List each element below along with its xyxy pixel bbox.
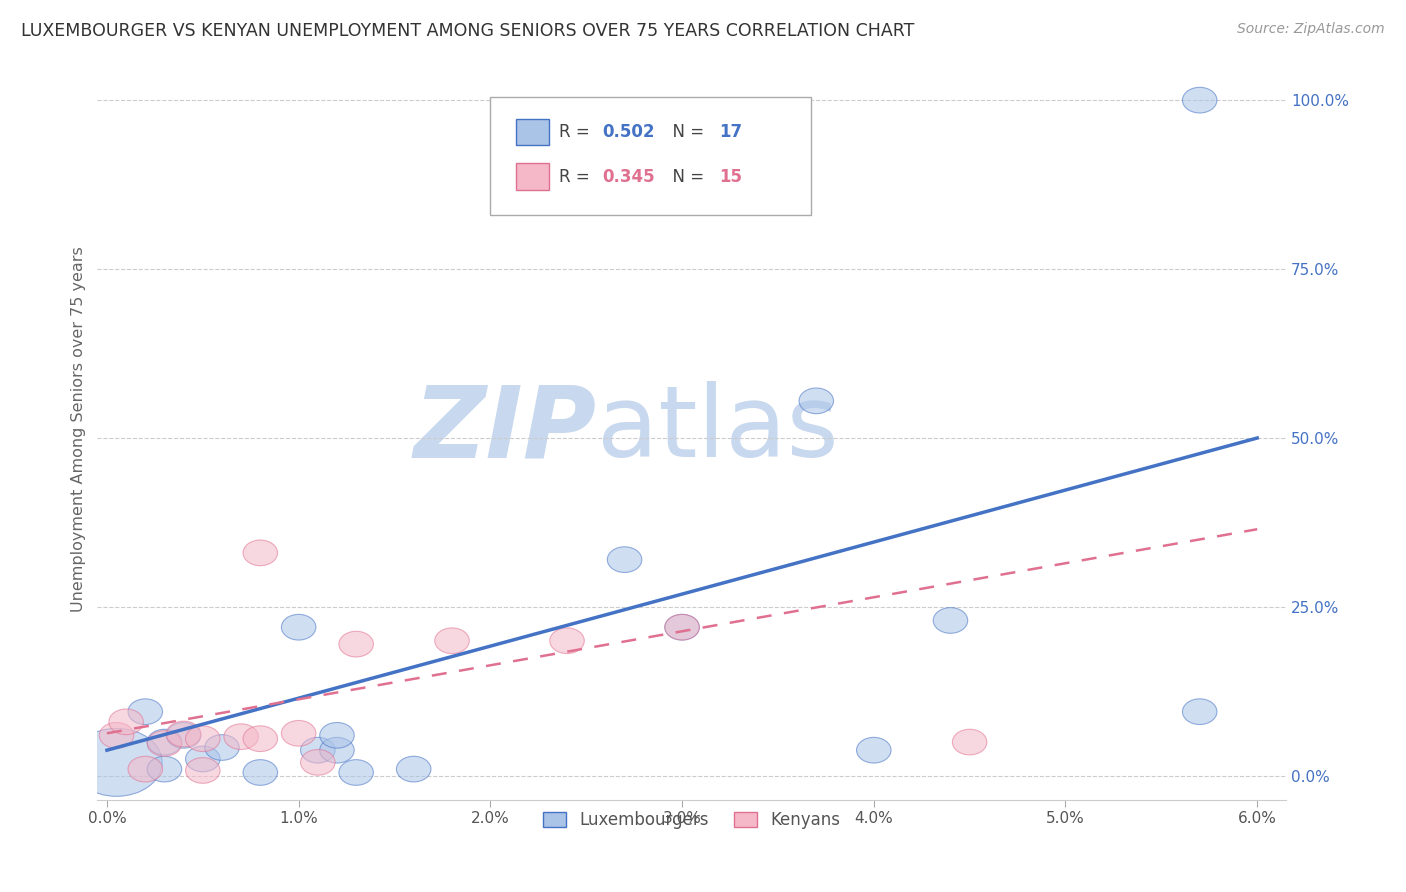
Ellipse shape xyxy=(100,723,134,748)
FancyBboxPatch shape xyxy=(516,163,548,190)
Legend: Luxembourgers, Kenyans: Luxembourgers, Kenyans xyxy=(536,805,848,836)
Ellipse shape xyxy=(186,746,221,772)
Ellipse shape xyxy=(550,628,585,654)
Text: atlas: atlas xyxy=(596,381,838,478)
Text: N =: N = xyxy=(662,123,709,141)
Ellipse shape xyxy=(205,735,239,760)
Ellipse shape xyxy=(799,388,834,414)
Ellipse shape xyxy=(148,756,181,782)
Ellipse shape xyxy=(108,709,143,735)
Ellipse shape xyxy=(319,738,354,763)
Text: 0.502: 0.502 xyxy=(603,123,655,141)
Text: LUXEMBOURGER VS KENYAN UNEMPLOYMENT AMONG SENIORS OVER 75 YEARS CORRELATION CHAR: LUXEMBOURGER VS KENYAN UNEMPLOYMENT AMON… xyxy=(21,22,914,40)
Ellipse shape xyxy=(1182,698,1218,724)
Text: 0.345: 0.345 xyxy=(603,168,655,186)
Ellipse shape xyxy=(166,723,201,748)
Ellipse shape xyxy=(301,738,335,763)
Text: R =: R = xyxy=(558,123,595,141)
Ellipse shape xyxy=(339,632,374,657)
FancyBboxPatch shape xyxy=(489,96,810,215)
Ellipse shape xyxy=(281,615,316,640)
Ellipse shape xyxy=(856,738,891,763)
Ellipse shape xyxy=(934,607,967,633)
Ellipse shape xyxy=(128,756,163,782)
Ellipse shape xyxy=(243,760,277,785)
Ellipse shape xyxy=(301,749,335,775)
Ellipse shape xyxy=(952,730,987,755)
Ellipse shape xyxy=(665,615,699,640)
Ellipse shape xyxy=(70,729,162,797)
Text: 15: 15 xyxy=(718,168,742,186)
Text: ZIP: ZIP xyxy=(413,381,596,478)
Ellipse shape xyxy=(396,756,430,782)
Text: N =: N = xyxy=(662,168,709,186)
Ellipse shape xyxy=(319,723,354,748)
Ellipse shape xyxy=(148,731,181,756)
Ellipse shape xyxy=(128,698,163,724)
Y-axis label: Unemployment Among Seniors over 75 years: Unemployment Among Seniors over 75 years xyxy=(72,247,86,613)
FancyBboxPatch shape xyxy=(516,119,548,145)
Text: 17: 17 xyxy=(718,123,742,141)
Ellipse shape xyxy=(665,615,699,640)
Ellipse shape xyxy=(243,726,277,752)
Ellipse shape xyxy=(224,723,259,749)
Ellipse shape xyxy=(148,730,181,755)
Ellipse shape xyxy=(281,721,316,746)
Text: Source: ZipAtlas.com: Source: ZipAtlas.com xyxy=(1237,22,1385,37)
Ellipse shape xyxy=(186,726,221,752)
Ellipse shape xyxy=(186,757,221,783)
Ellipse shape xyxy=(243,540,277,566)
Ellipse shape xyxy=(1182,87,1218,113)
Ellipse shape xyxy=(339,760,374,785)
Ellipse shape xyxy=(607,547,641,573)
Ellipse shape xyxy=(166,721,201,747)
Ellipse shape xyxy=(434,628,470,654)
Text: R =: R = xyxy=(558,168,595,186)
